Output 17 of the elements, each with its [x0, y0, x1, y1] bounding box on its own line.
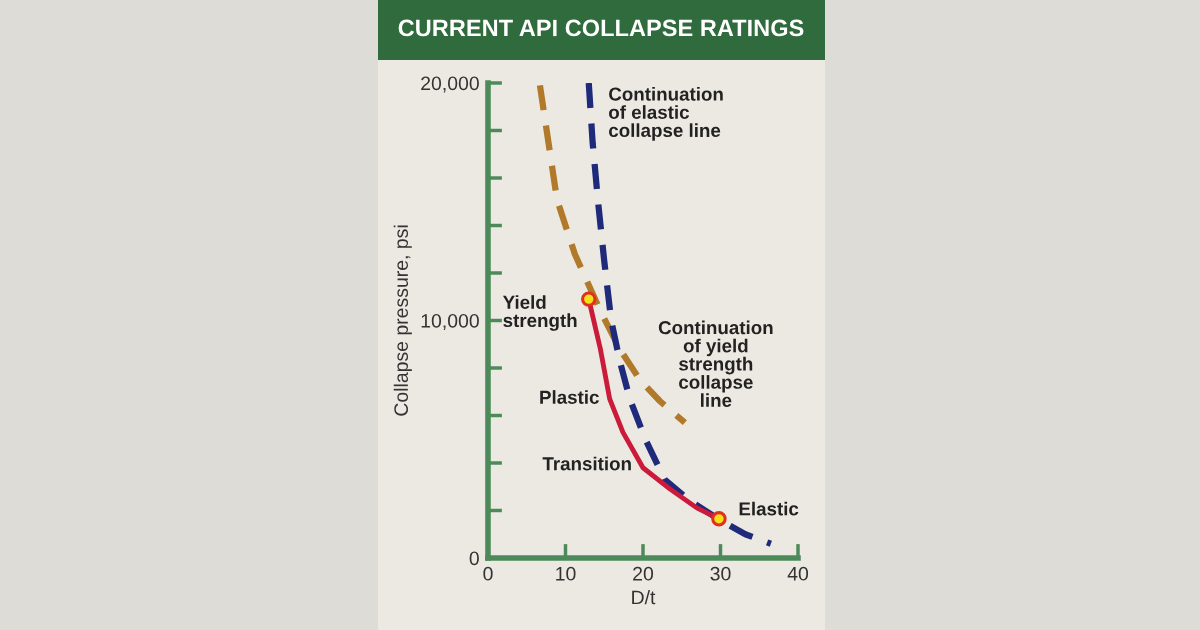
annotation: Transition: [542, 456, 631, 471]
x-axis-title: D/t: [632, 590, 656, 605]
x-tick-label: 30: [710, 566, 731, 581]
y-tick-label: 0: [469, 551, 479, 566]
annotation: Yield strength: [502, 295, 577, 331]
x-tick-label: 0: [483, 566, 493, 581]
annotation: Elastic: [739, 501, 799, 516]
x-tick-label: 20: [633, 566, 654, 581]
x-tick-label: 40: [787, 566, 809, 581]
y-tick-label: 10,000: [421, 313, 479, 331]
y-axis-title: Collapse pressure, psi: [393, 225, 412, 416]
annotation: Continuation of elastic collapse line: [609, 86, 723, 141]
annotation: Plastic: [540, 390, 599, 404]
annotation: Continuation of yield strength collapse line: [658, 320, 773, 408]
x-tick-label: 10: [556, 566, 576, 581]
y-tick-label: 20,000: [421, 76, 479, 93]
chart-title: CURRENT API COLLAPSE RATINGS: [398, 19, 804, 37]
